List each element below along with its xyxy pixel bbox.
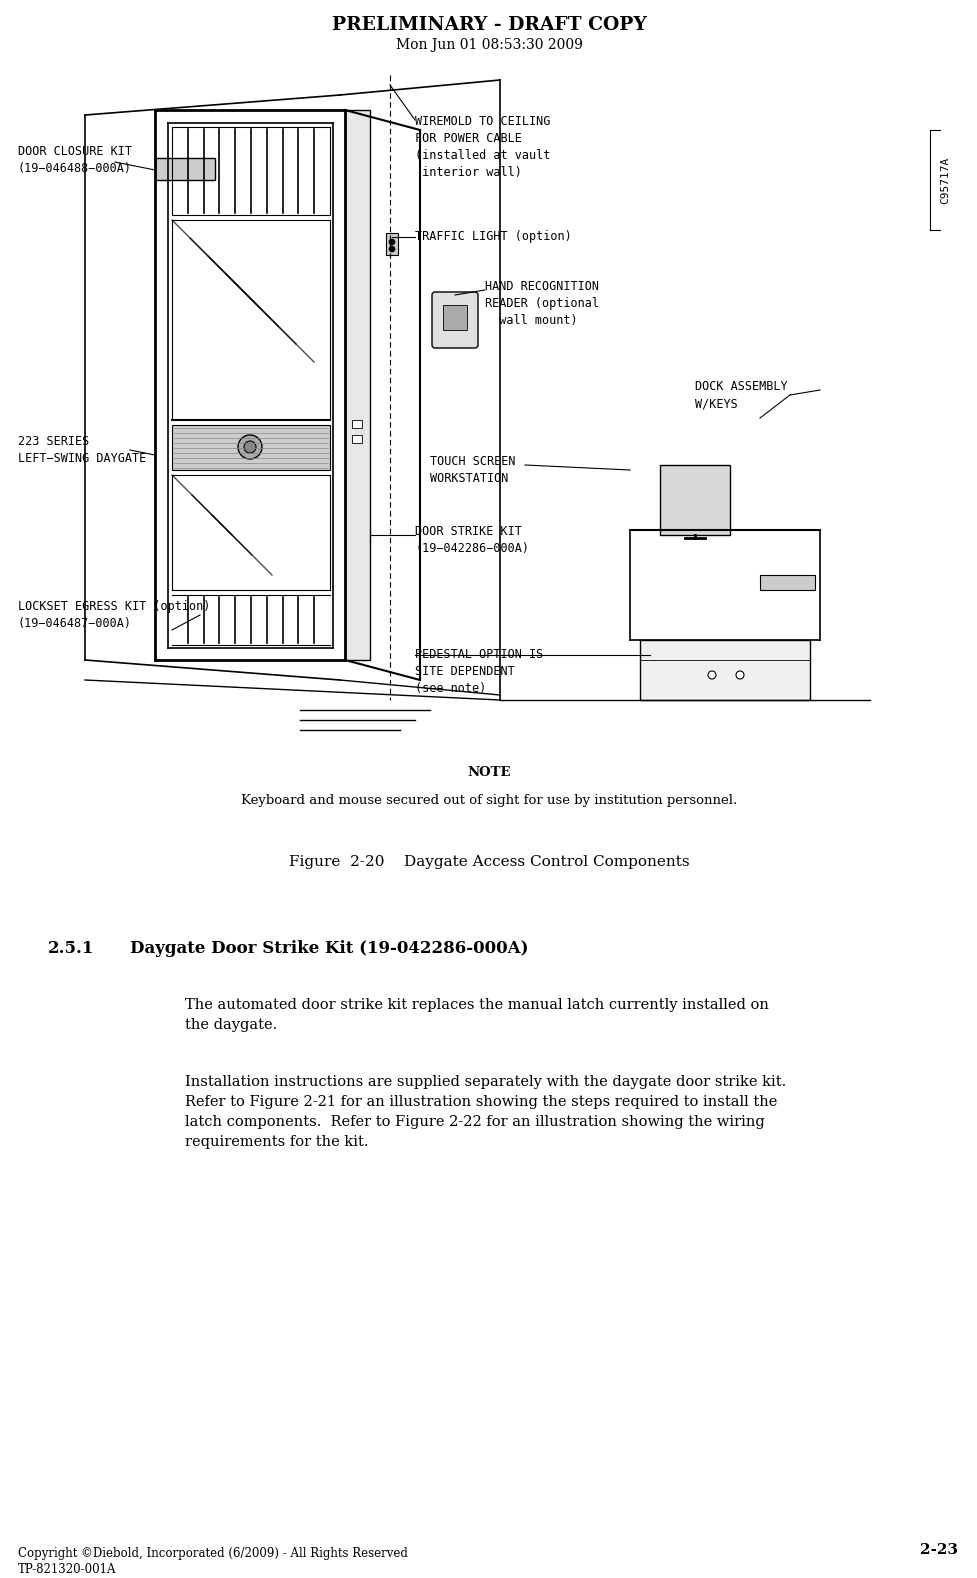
Text: Keyboard and mouse secured out of sight for use by institution personnel.: Keyboard and mouse secured out of sight …: [240, 794, 737, 806]
Bar: [639, 641, 809, 701]
Circle shape: [389, 238, 395, 245]
Bar: [659, 466, 729, 535]
Circle shape: [243, 440, 256, 453]
Bar: [154, 158, 215, 180]
Text: Refer to Figure 2-21 for an illustration showing the steps required to install t: Refer to Figure 2-21 for an illustration…: [185, 1095, 777, 1109]
Text: 2-23: 2-23: [919, 1543, 957, 1557]
Text: the daygate.: the daygate.: [185, 1018, 276, 1032]
Text: latch components.  Refer to Figure 2-22 for an illustration showing the wiring: latch components. Refer to Figure 2-22 f…: [185, 1116, 764, 1128]
Text: TRAFFIC LIGHT (option): TRAFFIC LIGHT (option): [414, 230, 572, 243]
Text: Figure  2-20    Daygate Access Control Components: Figure 2-20 Daygate Access Control Compo…: [288, 855, 689, 869]
Text: DOOR STRIKE KIT
(19−042286−000A): DOOR STRIKE KIT (19−042286−000A): [414, 525, 529, 555]
Circle shape: [707, 671, 715, 679]
Text: DOCK ASSEMBLY
W/KEYS: DOCK ASSEMBLY W/KEYS: [695, 380, 786, 410]
Text: NOTE: NOTE: [467, 765, 510, 780]
Text: TP-821320-001A: TP-821320-001A: [18, 1562, 116, 1576]
Bar: [352, 436, 361, 443]
Text: PEDESTAL OPTION IS
SITE DEPENDENT
(see note): PEDESTAL OPTION IS SITE DEPENDENT (see n…: [414, 649, 542, 694]
Text: PRELIMINARY - DRAFT COPY: PRELIMINARY - DRAFT COPY: [331, 16, 646, 35]
Bar: [345, 110, 369, 660]
Circle shape: [237, 436, 262, 459]
Text: C95717A: C95717A: [939, 156, 949, 204]
Bar: [172, 424, 329, 470]
Bar: [759, 574, 814, 590]
Bar: [352, 420, 361, 428]
Circle shape: [389, 246, 395, 252]
Text: Copyright ©Diebold, Incorporated (6/2009) - All Rights Reserved: Copyright ©Diebold, Incorporated (6/2009…: [18, 1546, 407, 1561]
FancyBboxPatch shape: [432, 292, 478, 349]
Text: The automated door strike kit replaces the manual latch currently installed on: The automated door strike kit replaces t…: [185, 997, 768, 1011]
Text: Installation instructions are supplied separately with the daygate door strike k: Installation instructions are supplied s…: [185, 1075, 786, 1089]
Text: requirements for the kit.: requirements for the kit.: [185, 1135, 368, 1149]
Text: 223 SERIES
LEFT−SWING DAYGATE: 223 SERIES LEFT−SWING DAYGATE: [18, 436, 147, 466]
Text: DOOR CLOSURE KIT
(19−046488−000A): DOOR CLOSURE KIT (19−046488−000A): [18, 145, 132, 175]
Bar: [443, 305, 467, 330]
Text: Daygate Door Strike Kit (19-042286-000A): Daygate Door Strike Kit (19-042286-000A): [130, 940, 528, 956]
Text: TOUCH SCREEN
WORKSTATION: TOUCH SCREEN WORKSTATION: [430, 454, 515, 484]
Text: LOCKSET EGRESS KIT (option)
(19−046487−000A): LOCKSET EGRESS KIT (option) (19−046487−0…: [18, 600, 210, 630]
Text: Mon Jun 01 08:53:30 2009: Mon Jun 01 08:53:30 2009: [395, 38, 582, 52]
Text: HAND RECOGNITION
READER (optional
  wall mount): HAND RECOGNITION READER (optional wall m…: [485, 279, 598, 327]
Text: 2.5.1: 2.5.1: [48, 940, 94, 956]
Circle shape: [736, 671, 743, 679]
Bar: [386, 234, 398, 256]
Text: WIREMOLD TO CEILING
FOR POWER CABLE
(installed at vault
 interior wall): WIREMOLD TO CEILING FOR POWER CABLE (ins…: [414, 115, 550, 178]
